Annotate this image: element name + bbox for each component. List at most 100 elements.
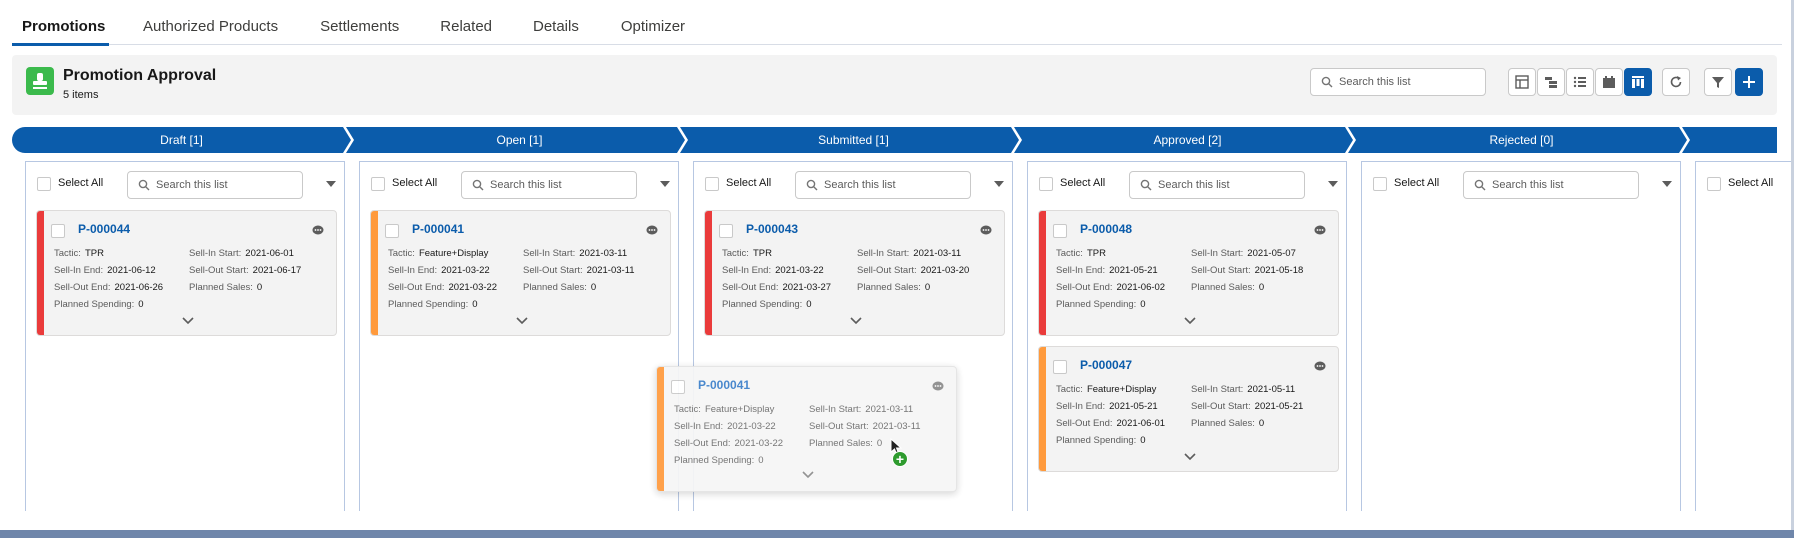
card-id-link[interactable]: P-000047 [1080, 358, 1133, 372]
select-all-checkbox[interactable] [371, 177, 385, 191]
stage-open[interactable]: Open [1] [496, 133, 543, 147]
stage-path: Draft [1] Open [1] Submitted [1] Approve… [12, 127, 1777, 153]
card-status-stripe [1039, 211, 1046, 335]
new-record-button[interactable] [1735, 68, 1763, 96]
card-checkbox[interactable] [51, 224, 65, 238]
column-menu-caret-icon[interactable] [1328, 181, 1338, 187]
promotion-card[interactable]: P-000041 Tactic: Feature+Display Sell-In St… [370, 210, 671, 336]
field-sell-in-start: Sell-In Start: 2021-05-11 [1191, 384, 1296, 395]
card-status-stripe [705, 211, 712, 335]
card-checkbox[interactable] [1053, 360, 1067, 374]
list-view-button[interactable] [1566, 68, 1594, 96]
field-sell-out-end: Sell-Out End: 2021-03-27 [722, 282, 832, 293]
column-search-input[interactable]: Search this list [795, 171, 971, 199]
search-icon [1140, 179, 1152, 191]
dragging-card[interactable]: P-000041 Tactic: Feature+Display Sell-In … [656, 366, 957, 492]
column-toolbar: Select All [1696, 162, 1791, 204]
filter-button[interactable] [1704, 68, 1732, 96]
card-checkbox[interactable] [671, 380, 685, 394]
kanban-view-button[interactable] [1624, 68, 1652, 96]
field-sell-in-end: Sell-In End: 2021-03-22 [722, 265, 824, 276]
column-search-input[interactable]: Search this list [1463, 171, 1639, 199]
card-id-link[interactable]: P-000041 [698, 378, 751, 392]
column-search-input[interactable]: Search this list [461, 171, 637, 199]
field-planned-spending: Planned Spending: 0 [1056, 435, 1146, 446]
column-search-input[interactable]: Search this list [127, 171, 303, 199]
page-title: Promotion Approval [63, 67, 217, 84]
chat-icon[interactable] [932, 381, 944, 392]
field-tactic: Tactic: TPR [1056, 248, 1106, 259]
field-planned-sales: Planned Sales: 0 [809, 438, 883, 449]
chevron-down-icon[interactable] [182, 317, 194, 325]
select-all-checkbox[interactable] [1373, 177, 1387, 191]
table-view-button[interactable] [1508, 68, 1536, 96]
field-sell-in-end: Sell-In End: 2021-05-21 [1056, 265, 1158, 276]
tab-details[interactable]: Details [533, 18, 579, 35]
stage-submitted[interactable]: Submitted [1] [818, 133, 889, 147]
promotion-card[interactable]: P-000048 Tactic: TPR Sell-In Start: 2021-05-… [1038, 210, 1339, 336]
tab-settlements[interactable]: Settlements [320, 18, 400, 35]
field-sell-out-start: Sell-Out Start: 2021-06-17 [189, 265, 302, 276]
chevron-down-icon[interactable] [1184, 453, 1196, 461]
select-all-checkbox[interactable] [705, 177, 719, 191]
column-menu-caret-icon[interactable] [1662, 181, 1672, 187]
card-checkbox[interactable] [1053, 224, 1067, 238]
chevron-down-icon[interactable] [850, 317, 862, 325]
column-menu-caret-icon[interactable] [994, 181, 1004, 187]
stage-chevrons [12, 127, 1777, 153]
card-id-link[interactable]: P-000043 [746, 222, 799, 236]
card-checkbox[interactable] [385, 224, 399, 238]
select-all-label: Select All [58, 177, 104, 189]
search-placeholder: Search this list [1158, 179, 1230, 191]
window-edge [1791, 0, 1794, 538]
promotion-card[interactable]: P-000043 Tactic: TPR Sell-In Start: 2021-03-… [704, 210, 1005, 336]
tab-optimizer[interactable]: Optimizer [620, 18, 686, 35]
split-view-button[interactable] [1537, 68, 1565, 96]
chat-icon[interactable] [1314, 361, 1326, 372]
list-search-input[interactable]: Search this list [1310, 68, 1486, 96]
column-menu-caret-icon[interactable] [660, 181, 670, 187]
chevron-down-icon[interactable] [1184, 317, 1196, 325]
chat-icon[interactable] [980, 225, 992, 236]
promotion-card[interactable]: P-000047 Tactic: Feature+Display Sell-In St… [1038, 346, 1339, 472]
search-icon [472, 179, 484, 191]
tab-authorized-products[interactable]: Authorized Products [143, 18, 279, 35]
refresh-button[interactable] [1662, 68, 1690, 96]
chevron-down-icon[interactable] [516, 317, 528, 325]
card-id-link[interactable]: P-000044 [78, 222, 131, 236]
field-sell-in-start: Sell-In Start: 2021-05-07 [1191, 248, 1296, 259]
field-sell-in-end: Sell-In End: 2021-03-22 [388, 265, 490, 276]
field-planned-sales: Planned Sales: 0 [189, 282, 263, 293]
field-tactic: Tactic: Feature+Display [674, 404, 775, 415]
stage-approved[interactable]: Approved [2] [1153, 133, 1222, 147]
card-id-link[interactable]: P-000041 [412, 222, 465, 236]
promotion-card[interactable]: P-000044 Tactic: TPR Sell-In Start: 2021-06-… [36, 210, 337, 336]
column-menu-caret-icon[interactable] [326, 181, 336, 187]
select-all-checkbox[interactable] [1707, 177, 1721, 191]
plus-icon [1743, 76, 1755, 88]
field-sell-in-start: Sell-In Start: 2021-06-01 [189, 248, 294, 259]
card-status-stripe [371, 211, 378, 335]
chat-icon[interactable] [1314, 225, 1326, 236]
select-all-checkbox[interactable] [37, 177, 51, 191]
field-planned-spending: Planned Spending: 0 [1056, 299, 1146, 310]
kanban-column: Select All Search this list P-000041 Tactic… [359, 161, 679, 511]
tab-related[interactable]: Related [440, 18, 492, 35]
chat-icon[interactable] [646, 225, 658, 236]
select-all-checkbox[interactable] [1039, 177, 1053, 191]
stage-rejected[interactable]: Rejected [0] [1489, 133, 1554, 147]
field-tactic: Tactic: Feature+Display [388, 248, 489, 259]
card-id-link[interactable]: P-000048 [1080, 222, 1133, 236]
calendar-view-button[interactable] [1595, 68, 1623, 96]
chat-icon[interactable] [312, 225, 324, 236]
chevron-down-icon[interactable] [802, 471, 814, 479]
stage-draft[interactable]: Draft [1] [160, 133, 203, 147]
window-bottom-edge [0, 530, 1794, 538]
card-checkbox[interactable] [719, 224, 733, 238]
field-tactic: Tactic: Feature+Display [1056, 384, 1157, 395]
field-planned-sales: Planned Sales: 0 [857, 282, 931, 293]
field-sell-in-end: Sell-In End: 2021-03-22 [674, 421, 776, 432]
tab-promotions[interactable]: Promotions [12, 0, 109, 46]
column-search-input[interactable]: Search this list [1129, 171, 1305, 199]
field-planned-spending: Planned Spending: 0 [722, 299, 812, 310]
